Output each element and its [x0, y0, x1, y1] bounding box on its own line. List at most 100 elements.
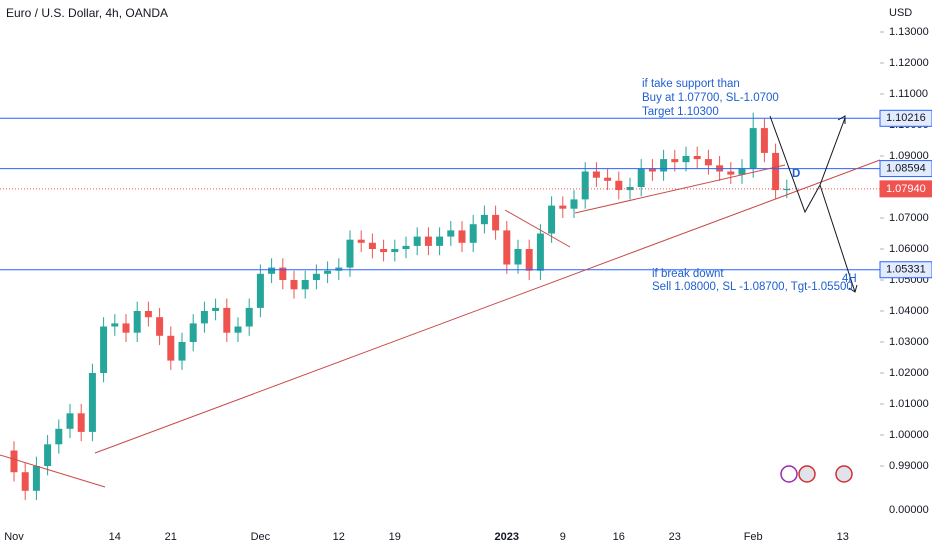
y-tick-label: 0.99000	[889, 460, 929, 472]
candle-body	[592, 171, 600, 178]
candle-body	[615, 180, 623, 191]
candle-body	[279, 267, 287, 280]
projection-arrow	[769, 115, 846, 214]
candle-body	[368, 242, 376, 249]
arrow-head	[837, 115, 846, 124]
candle-body	[212, 307, 220, 312]
x-tick-label: 2023	[495, 531, 519, 543]
candle-body	[335, 267, 343, 271]
candle-body	[581, 171, 589, 200]
price-label: 1.05331	[886, 264, 926, 276]
annotation: Buy at 1.07700, SL-1.0700	[642, 92, 779, 104]
candle-body	[256, 273, 264, 308]
candle-body	[32, 466, 40, 491]
trendline	[0, 454, 106, 488]
y-tick-label: 1.13000	[889, 26, 929, 38]
candle-body	[66, 413, 74, 429]
candle-body	[492, 214, 500, 231]
chart-title: Euro / U.S. Dollar, 4h, OANDA	[6, 6, 168, 20]
y-tick-label: 1.00000	[889, 429, 929, 441]
candle-body	[570, 199, 578, 209]
candle-body	[178, 342, 186, 361]
candle-body	[167, 335, 175, 361]
trendline	[504, 209, 571, 248]
candle-body	[514, 248, 522, 265]
x-tick-label: 9	[560, 531, 566, 543]
candle-body	[704, 159, 712, 166]
candle-body	[200, 311, 208, 324]
candle-body	[234, 326, 242, 333]
annotation: if break downt	[652, 268, 724, 280]
candle-body	[604, 177, 612, 181]
y-tick-label: 1.09000	[889, 150, 929, 162]
candle-body	[189, 323, 197, 343]
x-tick-label: 14	[109, 531, 121, 543]
candle-body	[44, 444, 52, 467]
x-tick-label: Nov	[4, 531, 24, 543]
projection-arrow	[819, 184, 856, 293]
price-label: 1.07940	[886, 183, 926, 195]
candle-body	[312, 273, 320, 280]
candle-body	[21, 472, 29, 491]
trendline	[94, 159, 881, 454]
candle-body	[648, 168, 656, 172]
price-label: 1.10216	[886, 112, 926, 124]
x-tick-label: Feb	[744, 531, 763, 543]
candle-body	[536, 233, 544, 271]
candle-body	[772, 152, 780, 191]
candle-body	[301, 280, 309, 290]
price-label: 1.08594	[886, 162, 926, 174]
y-tick-label: 1.06000	[889, 243, 929, 255]
y-tick-label: 1.03000	[889, 336, 929, 348]
candle-body	[111, 323, 119, 327]
candle-body	[637, 168, 645, 187]
candle-body	[671, 159, 679, 163]
candle-body	[144, 311, 152, 318]
candle-body	[156, 317, 164, 336]
price-label-box	[879, 160, 932, 178]
candle-body	[55, 428, 63, 445]
event-icon[interactable]	[798, 465, 816, 483]
annotation: 4H	[842, 273, 857, 285]
annotation: Target 1.10300	[642, 106, 719, 118]
candle-body	[738, 168, 746, 175]
x-tick-label: Dec	[251, 531, 271, 543]
candle-body	[77, 413, 85, 432]
x-tick-label: 12	[333, 531, 345, 543]
trendline	[574, 164, 786, 214]
y-tick-label: 0.00000	[889, 504, 929, 516]
annotation: Sell 1.08000, SL -1.08700, Tgt-1.05500	[652, 281, 853, 293]
candle-body	[783, 188, 791, 191]
candle-body	[525, 248, 533, 271]
candle-body	[245, 307, 253, 327]
y-tick-label: 1.04000	[889, 305, 929, 317]
price-label-box	[879, 109, 932, 127]
annotation: D	[792, 168, 800, 180]
candle-body	[122, 323, 130, 333]
x-tick-label: 16	[613, 531, 625, 543]
candle-body	[447, 230, 455, 237]
event-icon[interactable]	[835, 465, 853, 483]
x-tick-label: 19	[389, 531, 401, 543]
candle-body	[548, 205, 556, 234]
y-tick-label: 1.02000	[889, 367, 929, 379]
candle-body	[503, 230, 511, 265]
event-icon[interactable]	[780, 465, 798, 483]
candle-body	[391, 248, 399, 253]
candle-body	[223, 307, 231, 333]
drawings	[0, 112, 880, 501]
y-tick-label: 1.11000	[889, 88, 928, 100]
y-tick-label: 1.12000	[889, 57, 929, 69]
candle-body	[458, 230, 466, 243]
candle-body	[133, 311, 141, 333]
x-tick-label: 23	[669, 531, 681, 543]
candle-body	[749, 128, 757, 169]
currency-label: USD	[889, 7, 912, 19]
candle-body	[413, 236, 421, 246]
x-tick-label: 13	[837, 531, 849, 543]
candle-body	[559, 205, 567, 209]
arrow-head	[848, 284, 858, 293]
candle-body	[346, 239, 354, 268]
candle-body	[469, 224, 477, 243]
